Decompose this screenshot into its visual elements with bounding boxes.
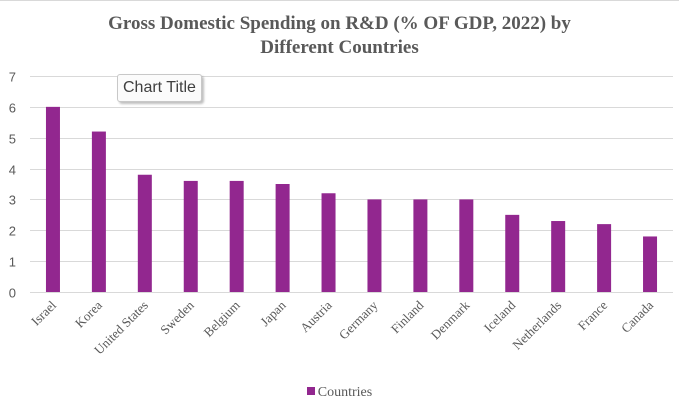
- x-tick-label: France: [575, 297, 611, 333]
- bar-belgium[interactable]: [229, 180, 244, 292]
- y-tick-label: 1: [9, 255, 16, 270]
- x-tick-label: Japan: [257, 297, 289, 329]
- x-tick-label: Austria: [297, 297, 335, 335]
- y-tick-label: 2: [9, 224, 16, 239]
- x-tick-label: Korea: [72, 297, 105, 330]
- x-tick-label: Finland: [388, 297, 427, 336]
- legend-swatch: [306, 387, 315, 395]
- bar-iceland[interactable]: [505, 214, 520, 292]
- y-tick-label: 5: [9, 132, 16, 147]
- bar-japan[interactable]: [275, 184, 290, 292]
- y-axis-ticks: 0 1 2 3 4 5 6 7: [9, 70, 16, 301]
- x-tick-label: Israel: [28, 297, 59, 328]
- bar-israel[interactable]: [45, 106, 60, 292]
- chart-title-line-2: Different Countries: [260, 37, 419, 58]
- x-tick-label: Denmark: [428, 297, 473, 342]
- bar-denmark[interactable]: [459, 199, 474, 292]
- chart-title-tooltip: Chart Title: [117, 74, 202, 102]
- bar-korea[interactable]: [91, 131, 106, 292]
- x-tick-label: Belgium: [201, 298, 243, 340]
- legend-label: Countries: [317, 385, 373, 400]
- bar-finland[interactable]: [413, 199, 428, 292]
- x-tick-label: Netherlands: [509, 298, 564, 353]
- gridlines: [30, 76, 673, 293]
- legend[interactable]: Countries: [0, 385, 679, 401]
- bar-netherlands[interactable]: [551, 221, 566, 292]
- y-tick-label: 6: [9, 101, 16, 116]
- top-border: [0, 0, 679, 1]
- y-tick-label: 3: [9, 193, 16, 208]
- bar-united-states[interactable]: [137, 174, 152, 292]
- bar-france[interactable]: [597, 224, 612, 292]
- x-tick-label: Germany: [336, 297, 381, 342]
- x-tick-label: Sweden: [157, 297, 197, 337]
- chart-title[interactable]: Gross Domestic Spending on R&D (% OF GDP…: [0, 12, 679, 60]
- chart-title-line-1: Gross Domestic Spending on R&D (% OF GDP…: [108, 13, 571, 34]
- x-tick-label: Iceland: [481, 297, 519, 335]
- y-tick-label: 7: [9, 70, 16, 85]
- bars: [45, 106, 658, 292]
- bar-austria[interactable]: [321, 193, 336, 292]
- bar-sweden[interactable]: [183, 180, 198, 292]
- bar-canada[interactable]: [643, 236, 658, 292]
- y-tick-label: 0: [9, 286, 16, 301]
- bar-germany[interactable]: [367, 199, 382, 292]
- y-tick-label: 4: [9, 163, 16, 178]
- x-tick-label: Canada: [618, 297, 656, 335]
